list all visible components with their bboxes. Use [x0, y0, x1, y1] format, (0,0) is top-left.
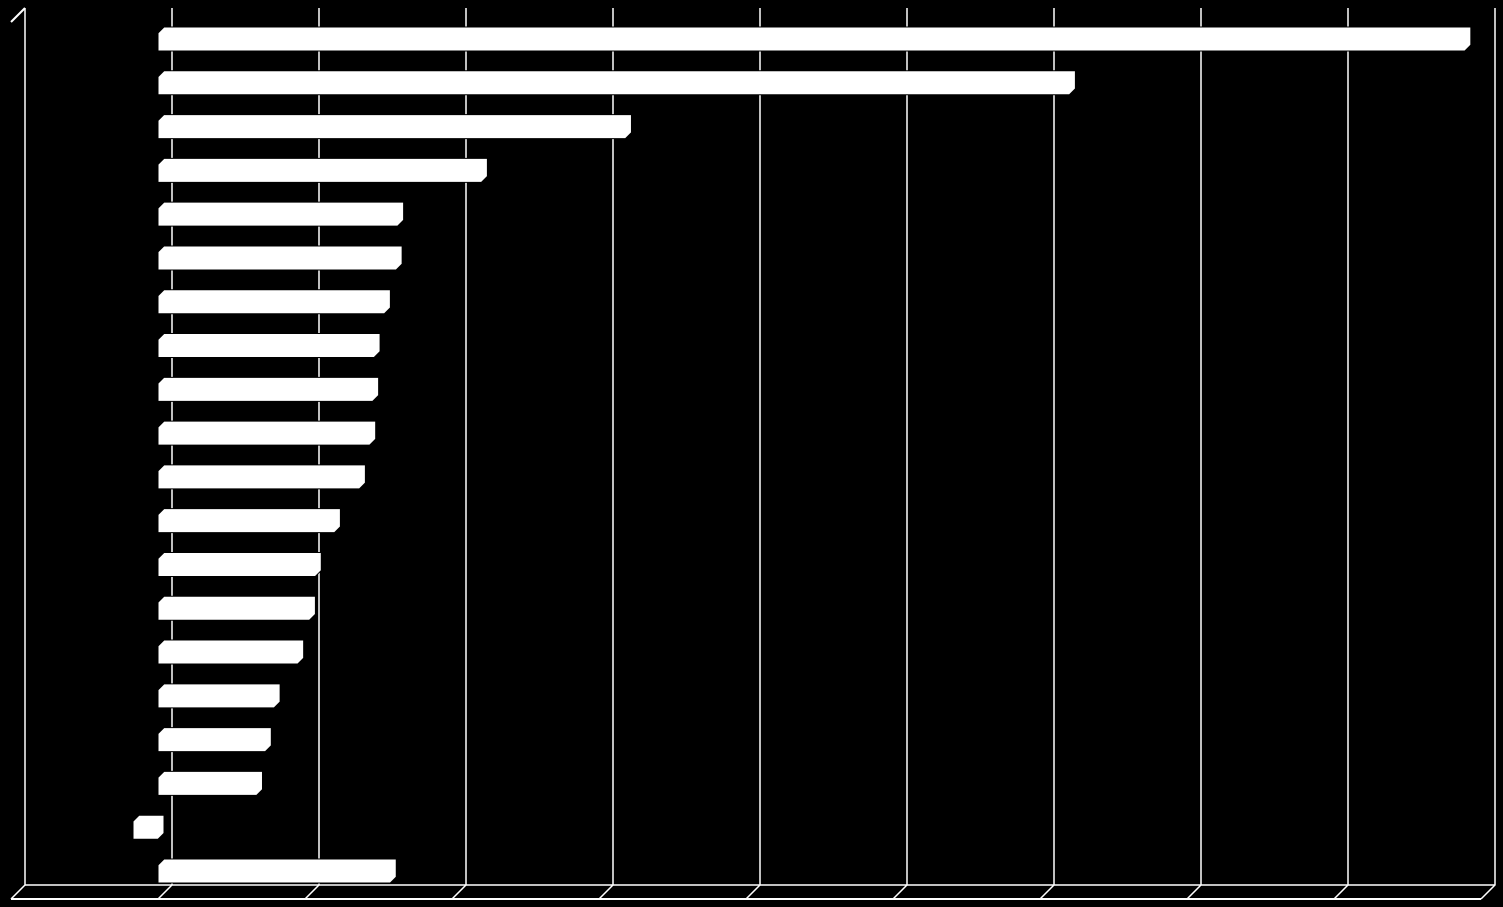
grid-line	[1039, 8, 1055, 900]
bar	[157, 727, 272, 753]
bar	[157, 858, 397, 884]
left-wall	[10, 7, 26, 23]
bar	[157, 157, 488, 183]
bar	[157, 26, 1472, 52]
grid-line	[598, 8, 614, 900]
bar	[157, 70, 1076, 96]
grid-line	[1333, 8, 1349, 900]
bar	[157, 289, 391, 315]
bar	[157, 683, 281, 709]
bar	[157, 464, 366, 490]
grid-line	[892, 8, 908, 900]
bar	[157, 639, 305, 665]
bar	[157, 245, 403, 271]
bar	[157, 420, 377, 446]
bar	[157, 770, 263, 796]
bar	[132, 814, 165, 840]
grid-line	[1186, 8, 1202, 900]
grid-line	[745, 8, 761, 900]
grid-line	[1480, 8, 1496, 900]
bar	[157, 333, 381, 359]
bar	[157, 114, 632, 140]
grid-line	[451, 8, 467, 900]
bar	[157, 595, 316, 621]
bar	[157, 551, 322, 577]
bar	[157, 376, 380, 402]
bar	[157, 508, 341, 534]
grid-line	[10, 8, 26, 900]
bar	[157, 201, 405, 227]
